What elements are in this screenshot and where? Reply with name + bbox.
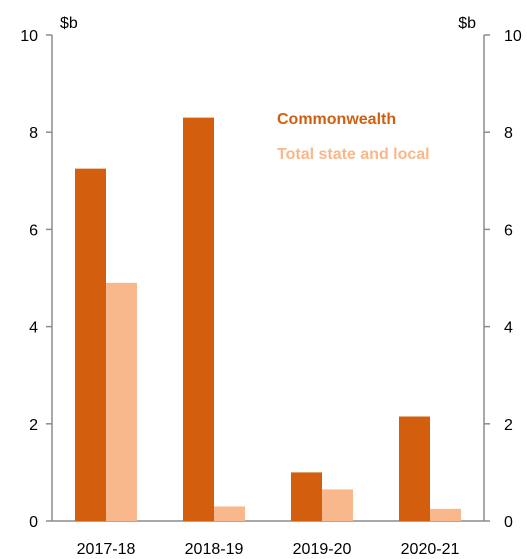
legend-entry: Commonwealth (277, 111, 396, 128)
y-tick-label-right: 10 (504, 28, 522, 45)
bar (106, 282, 137, 521)
bar (399, 416, 430, 521)
y-tick-label-left: 10 (20, 28, 38, 45)
x-tick-label: 2020-21 (401, 541, 460, 558)
x-tick-label: 2017-18 (77, 541, 136, 558)
x-tick-label: 2018-19 (185, 541, 244, 558)
y-tick-label-left: 8 (29, 125, 38, 142)
y-tick-label-left: 0 (29, 514, 38, 531)
y-tick-label-right: 6 (504, 222, 513, 239)
y-tick-label-right: 8 (504, 125, 513, 142)
y-unit-left: $b (60, 15, 78, 32)
y-tick-label-left: 2 (29, 417, 38, 434)
labels-group: 0 0 2 2 4 4 6 6 8 8 10 10 $b $b 2017-18 2018-19 2019-20 2… (20, 15, 522, 558)
bars-group (75, 117, 461, 522)
bar (430, 508, 461, 521)
bar (322, 489, 353, 521)
y-tick-label-left: 6 (29, 222, 38, 239)
bar (291, 472, 322, 521)
y-tick-label-right: 2 (504, 417, 513, 434)
bar (183, 117, 214, 522)
legend: Commonwealth Total state and local (277, 111, 430, 163)
y-tick-label-left: 4 (29, 320, 38, 337)
x-tick-label: 2019-20 (293, 541, 352, 558)
y-tick-label-right: 4 (504, 320, 513, 337)
y-tick-label-right: 0 (504, 514, 513, 531)
legend-entry: Total state and local (277, 146, 430, 163)
bar (75, 168, 106, 521)
bar (214, 506, 245, 521)
y-unit-right: $b (458, 15, 476, 32)
